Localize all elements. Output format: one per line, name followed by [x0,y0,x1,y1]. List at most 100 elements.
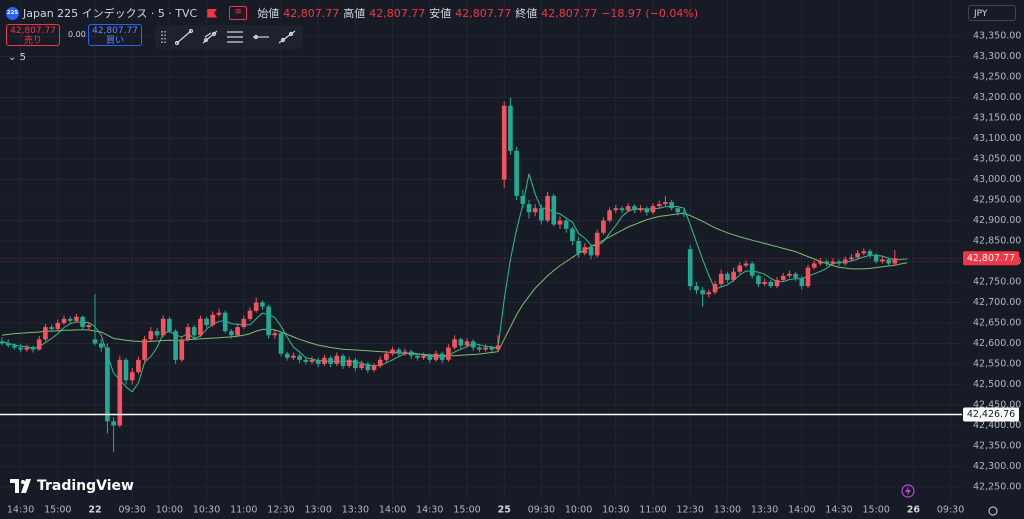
flag-icon[interactable] [207,8,218,18]
candle-body [706,292,712,295]
candle-body [787,273,792,276]
trend-line-tool[interactable] [176,30,192,44]
alert-icon[interactable] [901,484,915,498]
candle-body [322,357,327,364]
candle-body [588,247,594,256]
candle-body [247,310,253,319]
candle-body [173,331,178,360]
logo[interactable]: TradingView [10,478,134,494]
drawing-toolbar [155,25,303,49]
candle-body [260,302,265,307]
x-tick-label: 09:30 [119,505,146,516]
candle-body [154,331,160,336]
price-label-box [963,407,1019,422]
candle-body [681,212,687,215]
y-tick-label: 43,200.00 [973,92,1021,103]
candle-body [136,359,141,373]
candle-body [836,261,842,264]
candle-body [818,261,823,264]
candle-body [390,349,395,354]
candle-body [539,208,544,221]
candle-body [433,353,439,360]
candle-body [514,150,519,196]
candle-body [563,220,569,229]
ohlc-label: 高値 [343,7,366,20]
y-tick-label: 42,300.00 [973,461,1021,472]
candle-body [570,228,575,241]
buy-button[interactable]: 42,807.77 買い [88,24,142,46]
price-label: 42,807.77 [967,253,1015,264]
candle-body [198,318,203,336]
candle-body [303,359,309,362]
fib-tool[interactable] [227,31,243,43]
candle-body [477,347,482,350]
candle-body [253,302,259,311]
y-tick-label: 42,650.00 [973,317,1021,328]
candle-body [849,257,854,260]
candle-body [495,345,501,350]
candle-body [278,333,284,354]
x-tick-label: 15:00 [44,505,71,516]
candle-body [86,325,92,328]
candle-body [700,290,705,295]
candle-body [483,347,488,350]
candle-body [811,263,817,268]
x-tick-label: 15:00 [453,505,480,516]
y-tick-label: 43,350.00 [973,31,1021,42]
candle-body [92,339,98,344]
candle-body [861,251,867,254]
ohlc-value: 42,807.77 [369,6,426,20]
candle-body [718,273,724,285]
y-tick-label: 42,950.00 [973,195,1021,206]
change: −18.97 (−0.04%) [601,6,699,20]
settings-icon[interactable] [988,506,998,516]
y-tick-label: 42,400.00 [973,420,1021,431]
currency-button[interactable]: JPY [968,5,1016,21]
candle-body [607,210,612,221]
moving-average-line [1,173,908,393]
candle-body [291,355,296,358]
candle-body [464,341,470,346]
candle-body [768,281,774,287]
interval-toggle[interactable]: ⌄ 5 [8,52,26,63]
menu-icon[interactable]: ≡ [229,6,248,20]
candle-body [377,359,383,366]
symbol-title[interactable]: Japan 225 インデックス · 5 · TVC [23,7,198,20]
candle-body [334,355,340,364]
candle-body [359,363,364,369]
candle-body [80,316,85,328]
candle-body [216,312,222,315]
candle-body [272,333,278,336]
candle-body [675,208,681,213]
x-tick-label: 11:00 [230,505,257,516]
candle-body [111,421,116,426]
candle-body [520,195,526,205]
candle-body [191,327,197,336]
ohlc-value: 42,807.77 [283,6,340,20]
y-tick-label: 43,300.00 [973,51,1021,62]
x-tick-label: 13:00 [305,505,332,516]
drag-handle[interactable] [161,31,166,43]
candle-body [526,204,532,213]
candle-body [613,208,619,211]
candle-body [756,275,761,285]
candle-body [855,253,860,258]
y-tick-label: 42,850.00 [973,235,1021,246]
x-tick-label: 14:30 [416,505,443,516]
candle-body [12,345,17,348]
candle-body [867,251,873,256]
bottom-icons [901,484,998,516]
candle-body [638,208,643,211]
candle-body [346,359,352,366]
candle-body [142,339,147,360]
candle-body [663,202,668,205]
y-tick-label: 43,250.00 [973,72,1021,83]
sell-price: 42,807.77 [10,26,56,36]
candle-body [396,349,402,354]
price-label: 42,426.76 [967,409,1015,420]
sell-button[interactable]: 42,807.77 売り [6,24,60,46]
candle-body [780,275,786,280]
candle-body [222,312,228,332]
